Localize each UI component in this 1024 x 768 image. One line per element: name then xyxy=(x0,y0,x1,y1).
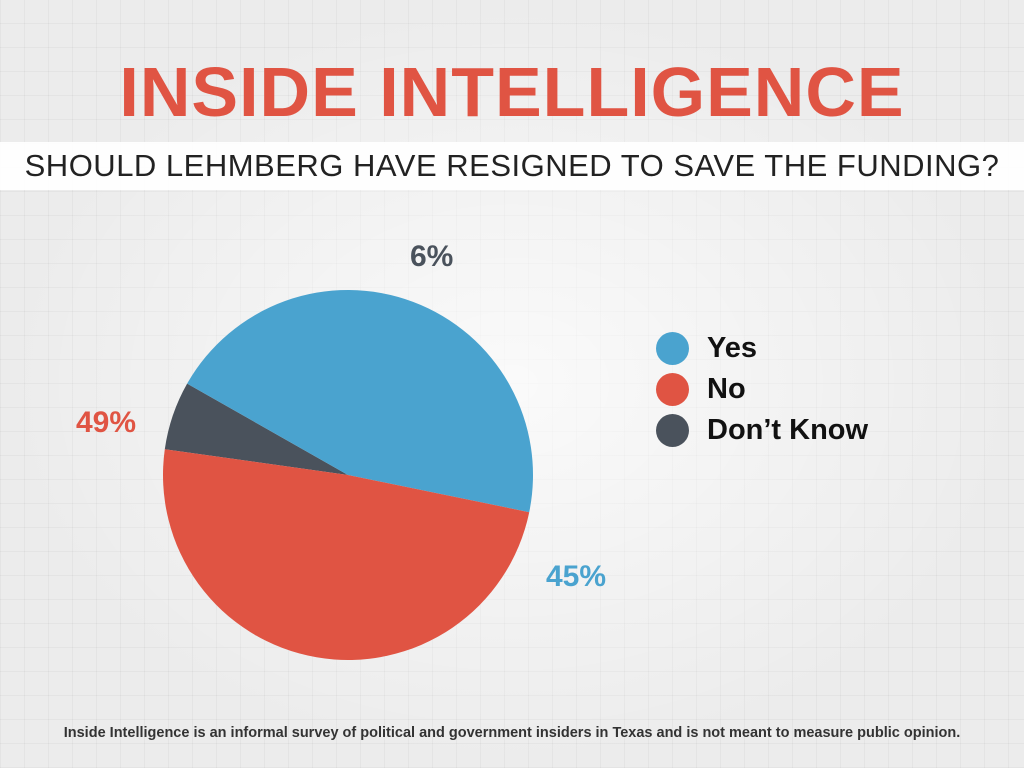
footnote: Inside Intelligence is an informal surve… xyxy=(63,725,961,741)
slice-label-no: 49% xyxy=(76,406,137,439)
legend-item-yes: Yes xyxy=(656,328,868,369)
pie-slice-yes xyxy=(187,289,534,513)
survey-question: SHOULD LEHMBERG HAVE RESIGNED TO SAVE TH… xyxy=(24,148,1000,183)
legend-item-dont-know: Don’t Know xyxy=(656,410,868,451)
pie-slice-dont-know xyxy=(164,383,348,475)
legend-label-yes: Yes xyxy=(707,332,757,364)
legend-swatch-dont-know xyxy=(656,414,689,447)
legend-label-no: No xyxy=(707,373,746,405)
pie-slice-no xyxy=(163,449,530,660)
legend-swatch-no xyxy=(656,373,689,406)
question-band xyxy=(0,142,1024,190)
chart-legend: Yes No Don’t Know xyxy=(656,328,868,451)
page-title: INSIDE INTELLIGENCE xyxy=(119,53,905,131)
slice-label-yes: 45% xyxy=(546,560,607,593)
legend-item-no: No xyxy=(656,369,868,410)
slice-label-dont-know: 6% xyxy=(410,240,454,273)
legend-swatch-yes xyxy=(656,332,689,365)
legend-label-dont-know: Don’t Know xyxy=(707,414,869,446)
